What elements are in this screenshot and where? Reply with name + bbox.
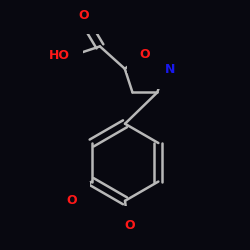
Text: O: O — [140, 48, 150, 61]
Text: O: O — [78, 9, 89, 22]
Text: HO: HO — [49, 48, 70, 62]
Text: O: O — [125, 219, 135, 232]
Text: O: O — [66, 194, 77, 207]
Text: N: N — [165, 64, 175, 76]
